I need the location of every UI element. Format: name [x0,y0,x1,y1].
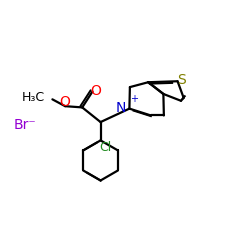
Text: S: S [177,73,186,87]
Text: N: N [116,101,126,115]
Text: +: + [130,94,138,104]
Text: O: O [59,95,70,109]
Text: H₃C: H₃C [22,91,45,104]
Text: Br⁻: Br⁻ [14,118,36,132]
Text: Cl: Cl [99,141,111,154]
Text: O: O [90,84,101,98]
